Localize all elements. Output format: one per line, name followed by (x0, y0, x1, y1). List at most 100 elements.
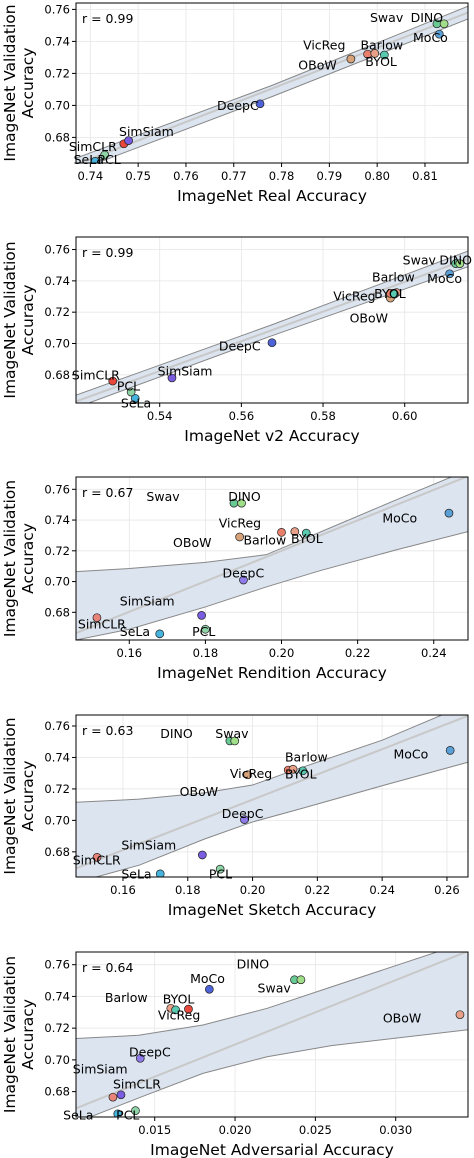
data-point-vicreg (184, 1004, 193, 1014)
band-upper-edge (76, 715, 444, 803)
correlation-label: r = 0.99 (82, 245, 133, 260)
data-point-pcl (131, 1106, 140, 1116)
point-label-simsiam: SimSiam (73, 1061, 128, 1076)
point-label-moco: MoCo (382, 510, 417, 525)
point-label-dino: DINO (160, 726, 193, 741)
data-point-pcl (100, 150, 110, 160)
x-tick-label: 0.18 (175, 883, 201, 897)
data-point-simclr (108, 376, 118, 386)
point-label-byol: BYOL (291, 531, 323, 546)
x-tick-label: 0.54 (147, 409, 173, 423)
point-label-barlow: Barlow (285, 749, 328, 764)
y-tick-label: 0.76 (44, 958, 70, 972)
plot-area (76, 3, 468, 163)
confidence-band (76, 715, 468, 877)
y-axis-label: ImageNet Validation (1, 480, 19, 637)
y-axis-label: Accuracy (19, 48, 37, 119)
point-label-dino: DINO (439, 252, 472, 267)
data-point-pcl (126, 387, 136, 397)
plot-area (76, 715, 468, 877)
point-label-obow: OBoW (298, 57, 336, 72)
y-axis-label: ImageNet Validation (1, 717, 19, 874)
point-label-barlow: Barlow (360, 37, 403, 52)
plot-frame (75, 951, 469, 1118)
point-label-sela: SeLa (63, 1107, 93, 1122)
data-point-pcl (201, 624, 210, 634)
data-point-byol (298, 766, 308, 776)
band-upper-edge (76, 250, 468, 396)
correlation-label: r = 0.64 (82, 960, 133, 975)
data-point-deepc (267, 338, 277, 348)
band-lower-edge (87, 266, 468, 403)
data-point-dino (230, 736, 240, 746)
data-point-simclr (92, 852, 102, 862)
point-label-vicreg: VicReg (333, 288, 375, 303)
y-tick-label: 0.70 (44, 98, 70, 112)
band-lower-edge (94, 761, 468, 877)
y-tick-label: 0.74 (44, 274, 70, 288)
band-lower-edge (95, 18, 468, 163)
y-tick-label: 0.68 (44, 1085, 70, 1099)
data-point-obow (243, 770, 253, 780)
point-label-dino: DINO (411, 10, 444, 25)
data-point-moco (445, 269, 454, 279)
data-point-deepc (135, 1053, 145, 1063)
x-tick-label: 0.75 (125, 169, 151, 183)
point-label-barlow: Barlow (105, 990, 148, 1005)
data-point-barlow (288, 764, 298, 774)
fit-line (77, 11, 468, 163)
point-label-swav: Swav (370, 10, 404, 25)
x-tick-label: 0.58 (310, 409, 336, 423)
x-axis-label: ImageNet Real Accuracy (177, 187, 367, 205)
data-point-sela (155, 869, 165, 877)
point-label-simclr: SimCLR (72, 368, 120, 383)
y-axis-label: ImageNet Validation (1, 241, 19, 398)
x-tick-label: 0.56 (229, 409, 255, 423)
y-axis-label: Accuracy (19, 285, 37, 356)
x-tick-label: 0.78 (269, 169, 295, 183)
data-point-byol (301, 528, 311, 538)
point-label-swav: Swav (146, 489, 180, 504)
fit-line (76, 477, 468, 635)
x-tick-label: 0.20 (240, 883, 266, 897)
data-point-moco (444, 508, 454, 518)
x-axis-label: ImageNet Sketch Accuracy (168, 901, 377, 919)
point-label-pcl: PCL (209, 867, 232, 882)
point-label-byol: BYOL (163, 992, 195, 1007)
point-label-swav: Swav (215, 726, 249, 741)
band-upper-edge (76, 5, 468, 159)
y-tick-label: 0.72 (44, 544, 70, 558)
data-point-simclr (92, 613, 102, 623)
y-tick-label: 0.68 (44, 845, 70, 859)
point-label-moco: MoCo (413, 30, 448, 45)
plot-area (76, 237, 468, 403)
confidence-band (76, 477, 468, 640)
y-tick-label: 0.70 (44, 1053, 70, 1067)
data-point-sela (130, 393, 140, 403)
data-point-simsiam (197, 850, 207, 860)
x-tick-label: 0.22 (345, 646, 371, 660)
point-label-simsiam: SimSiam (120, 593, 175, 608)
point-label-obow: OBoW (350, 310, 388, 325)
x-tick-label: 0.015 (138, 1123, 171, 1137)
fit-line (76, 257, 468, 403)
confidence-band (76, 6, 468, 163)
x-tick-label: 0.77 (221, 169, 247, 183)
y-axis-label: Accuracy (19, 761, 37, 832)
point-label-byol: BYOL (365, 54, 397, 69)
y-tick-label: 0.72 (44, 782, 70, 796)
y-axis-label: ImageNet Validation (1, 956, 19, 1113)
band-lower-edge (76, 531, 468, 640)
data-point-dino (439, 19, 449, 29)
data-point-barlow (370, 49, 380, 58)
y-tick-label: 0.68 (44, 605, 70, 619)
data-point-byol (171, 1005, 180, 1015)
data-point-moco (204, 984, 214, 994)
plot-frame (75, 476, 469, 641)
point-label-obow: OBoW (383, 1011, 421, 1026)
data-point-vicreg (277, 528, 286, 537)
y-tick-label: 0.68 (44, 130, 70, 144)
data-point-sela (113, 1109, 123, 1117)
y-tick-label: 0.68 (44, 368, 70, 382)
